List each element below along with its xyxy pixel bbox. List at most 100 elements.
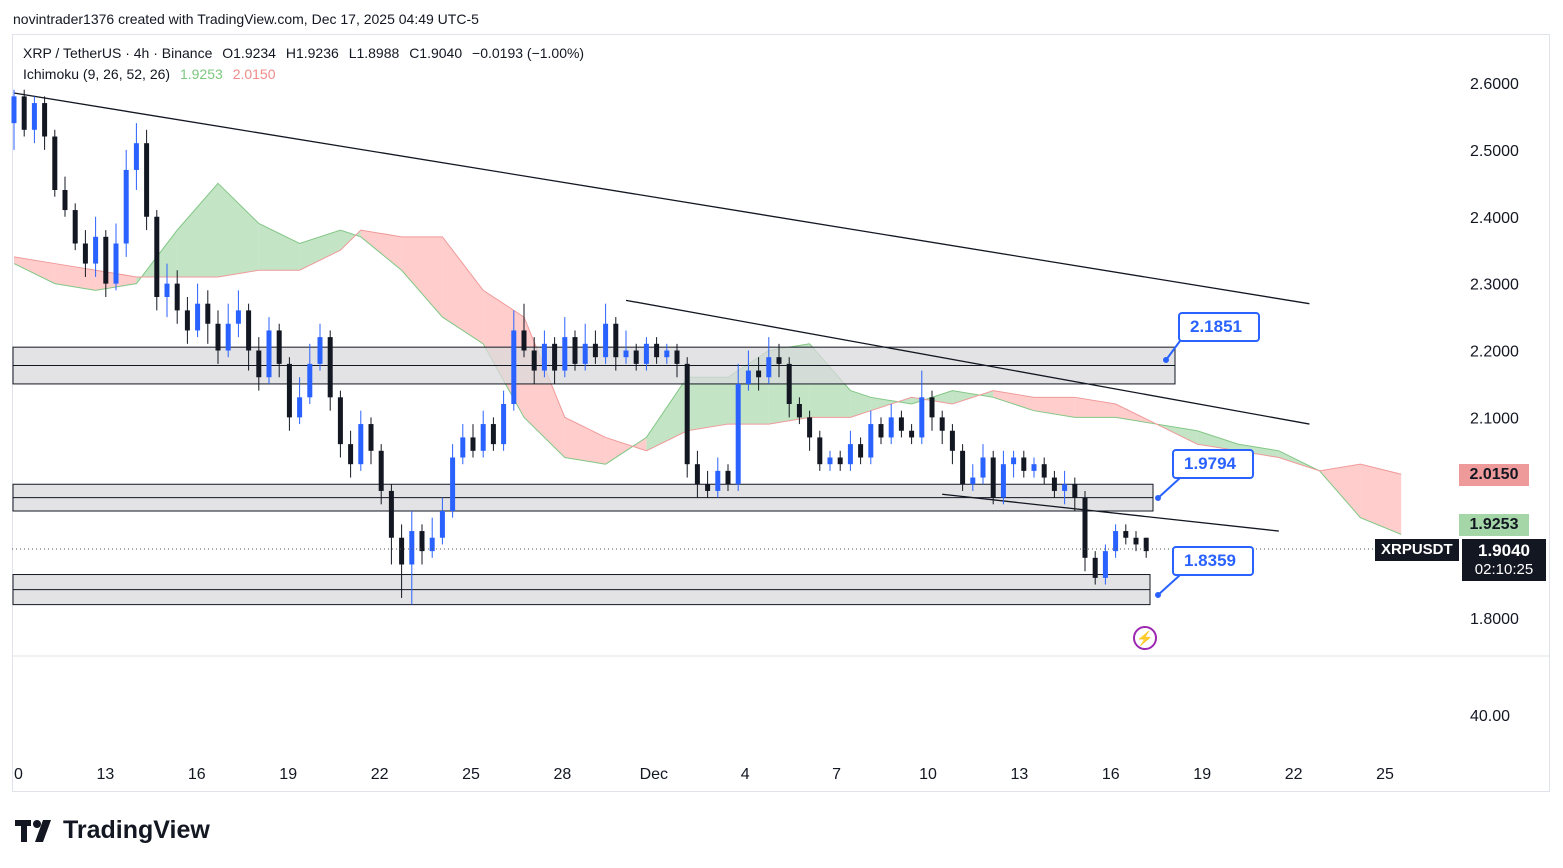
symbol-legend[interactable]: XRP / TetherUS · 4h · Binance O1.9234 H1… [23,45,590,61]
candle-up [450,444,456,518]
candle-body [817,437,823,465]
kumo-segment [1034,397,1075,418]
ichimoku-cloud [13,182,1402,535]
last-price-tag: 1.9040 02:10:25 [1462,539,1546,581]
kumo-segment [14,256,55,284]
candle-body [541,343,547,371]
candle-body [531,350,537,371]
candle-body [1011,457,1017,465]
kumo-segment [1319,464,1361,518]
candle-body [409,531,415,565]
callout-middle-support[interactable]: 1.9794 [1172,449,1254,479]
candle-body [1113,531,1119,552]
candle-body [664,350,670,358]
candle-body [562,337,568,371]
candle-down [929,390,935,431]
candle-down [286,357,292,431]
candle-up [766,337,772,384]
time-tick-label: 16 [188,766,206,783]
candle-body [348,444,354,465]
price-tick-label: 2.2000 [1470,344,1519,361]
candle-down [796,397,802,425]
candle-down [174,270,180,324]
subpane-tick: 40.00 [1470,708,1510,725]
candle-body [827,457,833,465]
candle-up [195,283,201,338]
candle-body [786,363,792,404]
candle-up [1062,470,1068,505]
candle-body [460,437,466,458]
lower-trendline[interactable] [942,493,1279,532]
middle-trendline[interactable] [625,299,1310,425]
candle-up [31,96,37,144]
tradingview-logo[interactable]: TradingView [15,816,210,845]
alert-bolt-icon[interactable]: ⚡ [1133,626,1157,650]
candle-body [725,470,731,485]
candle-body [72,210,78,244]
candle-body [113,243,119,284]
candle-body [195,303,201,331]
candle-down [694,450,700,498]
candle-down [807,410,813,451]
candle-body [501,404,507,445]
candle-body [286,363,292,418]
kumo-segment [177,183,218,277]
candle-up [307,343,313,404]
candle-body [919,397,925,438]
candle-body [266,330,272,378]
candle-up [235,290,241,338]
time-tick-label: 16 [1102,766,1120,783]
candle-up [11,89,17,150]
candle-up [1031,457,1037,478]
kumo-segment [564,417,606,465]
candle-body [909,430,915,438]
candle-body [623,350,629,358]
legend-symbol: XRP / TetherUS · 4h · Binance [23,45,213,61]
candle-body [1062,484,1068,491]
candle-up [1011,450,1017,478]
callout-lower-support[interactable]: 1.8359 [1172,546,1254,576]
candle-up [297,377,303,425]
candle-body [1092,557,1098,578]
candle-body [93,236,99,264]
kumo-bottom-price-tag: 1.9253 [1459,514,1529,536]
candle-down [399,524,405,598]
upper-trendline[interactable] [13,92,1310,305]
candle-body [42,103,48,137]
candle-up [317,323,323,371]
candle-body [215,323,221,351]
candle-body [1000,464,1006,498]
senkou-span-b [13,229,1402,475]
time-tick-label: 19 [279,766,297,783]
support-resistance-zones [12,346,1176,606]
indicator-legend[interactable]: Ichimoku (9, 26, 52, 26) 1.9253 2.0150 [23,66,276,82]
callout-resistance[interactable]: 2.1851 [1178,312,1260,342]
candle-down [990,450,996,505]
candle-down [490,417,496,451]
candle-body [970,477,976,485]
candle-body [613,323,619,358]
candle-up [541,330,547,378]
candle-body [1031,464,1037,471]
candle-up [562,317,568,378]
candle-down [949,424,955,465]
candle-body [603,323,609,358]
candle-body [419,531,425,552]
candle-up [888,404,894,445]
candle-down [378,444,384,505]
time-tick-label: 25 [1376,766,1394,783]
candle-body [776,357,782,364]
price-tick-label: 2.1000 [1470,410,1519,427]
candle-down [62,176,68,217]
candle-up [623,330,629,364]
candle-up [1000,450,1006,505]
candle-up [164,263,170,318]
candle-body [949,430,955,451]
candle-body [103,236,109,284]
candle-body [633,350,639,364]
candle-body [654,343,660,358]
candle-body [246,310,252,351]
candle-body [123,169,129,244]
candle-body [858,444,864,458]
